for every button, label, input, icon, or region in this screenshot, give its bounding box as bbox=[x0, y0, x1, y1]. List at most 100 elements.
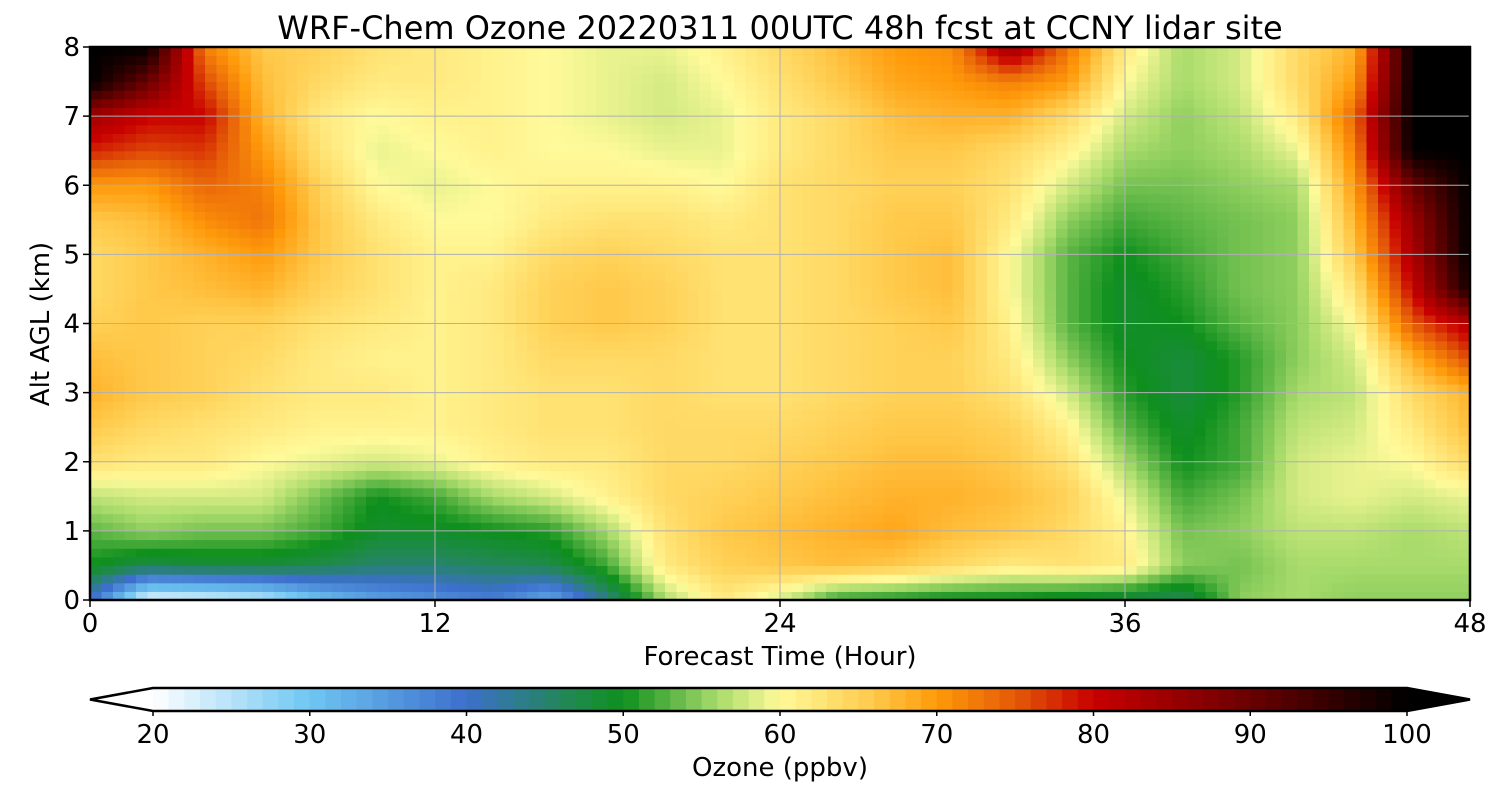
heatmap-cell bbox=[653, 366, 666, 376]
heatmap-cell bbox=[481, 288, 494, 299]
heatmap-cell bbox=[596, 574, 609, 584]
heatmap-cell bbox=[205, 418, 218, 428]
heatmap-cell bbox=[1263, 539, 1276, 549]
heatmap-cell bbox=[952, 539, 965, 549]
heatmap-cell bbox=[1263, 401, 1276, 411]
heatmap-cell bbox=[1010, 461, 1023, 471]
heatmap-cell bbox=[550, 522, 563, 532]
heatmap-cell bbox=[446, 479, 459, 489]
heatmap-cell bbox=[446, 306, 459, 316]
heatmap-cell bbox=[1274, 444, 1287, 454]
heatmap-cell bbox=[803, 263, 816, 273]
heatmap-cell bbox=[458, 444, 471, 454]
heatmap-cell bbox=[320, 375, 333, 385]
heatmap-cell bbox=[136, 522, 149, 532]
heatmap-cell bbox=[1044, 461, 1057, 471]
heatmap-cell bbox=[1217, 479, 1230, 489]
heatmap-cell bbox=[90, 280, 103, 290]
heatmap-cell bbox=[849, 496, 862, 506]
heatmap-cell bbox=[262, 513, 275, 523]
heatmap-cell bbox=[297, 358, 310, 368]
heatmap-cell bbox=[757, 332, 770, 342]
heatmap-cell bbox=[1320, 288, 1333, 299]
heatmap-cell bbox=[791, 487, 804, 497]
heatmap-cell bbox=[377, 470, 390, 480]
heatmap-cell bbox=[216, 487, 229, 497]
heatmap-cell bbox=[1309, 496, 1322, 506]
heatmap-cell bbox=[1286, 288, 1299, 299]
heatmap-cell bbox=[412, 513, 425, 523]
heatmap-cell bbox=[1251, 504, 1264, 515]
heatmap-cell bbox=[1366, 409, 1379, 420]
heatmap-cell bbox=[665, 591, 678, 600]
heatmap-cell bbox=[1125, 271, 1138, 281]
heatmap-cell bbox=[975, 513, 988, 523]
heatmap-cell bbox=[159, 418, 172, 428]
heatmap-cell bbox=[918, 271, 931, 281]
heatmap-cell bbox=[308, 530, 321, 541]
heatmap-cell bbox=[1194, 470, 1207, 480]
heatmap-cell bbox=[906, 453, 919, 463]
heatmap-cell bbox=[1021, 263, 1034, 273]
heatmap-cell bbox=[872, 271, 885, 281]
heatmap-cell bbox=[814, 340, 827, 351]
heatmap-cell bbox=[1217, 349, 1230, 359]
heatmap-cell bbox=[1102, 565, 1115, 575]
heatmap-cell bbox=[481, 383, 494, 394]
heatmap-cell bbox=[1125, 479, 1138, 489]
heatmap-cell bbox=[780, 254, 793, 264]
heatmap-cell bbox=[446, 366, 459, 376]
heatmap-cell bbox=[1309, 556, 1322, 567]
heatmap-cell bbox=[1194, 565, 1207, 575]
heatmap-cell bbox=[596, 306, 609, 316]
heatmap-cell bbox=[504, 530, 517, 541]
heatmap-cell bbox=[1125, 349, 1138, 359]
heatmap-cell bbox=[251, 435, 264, 446]
heatmap-cell bbox=[814, 470, 827, 480]
heatmap-cell bbox=[630, 479, 643, 489]
heatmap-cell bbox=[124, 332, 137, 342]
heatmap-cell bbox=[975, 263, 988, 273]
heatmap-cell bbox=[1171, 383, 1184, 394]
heatmap-cell bbox=[239, 332, 252, 342]
heatmap-cell bbox=[389, 487, 402, 497]
heatmap-cell bbox=[699, 530, 712, 541]
heatmap-cell bbox=[906, 435, 919, 446]
heatmap-cell bbox=[389, 366, 402, 376]
heatmap-cell bbox=[481, 513, 494, 523]
heatmap-cell bbox=[1240, 280, 1253, 290]
heatmap-cell bbox=[596, 504, 609, 515]
heatmap-cell bbox=[1182, 539, 1195, 549]
heatmap-cell bbox=[515, 366, 528, 376]
heatmap-cell bbox=[826, 427, 839, 437]
heatmap-cell bbox=[147, 496, 160, 506]
heatmap-cell bbox=[550, 306, 563, 316]
heatmap-cell bbox=[941, 332, 954, 342]
heatmap-cell bbox=[561, 556, 574, 567]
heatmap-cell bbox=[1412, 366, 1425, 376]
heatmap-cell bbox=[814, 401, 827, 411]
heatmap-cell bbox=[1067, 496, 1080, 506]
heatmap-cell bbox=[1033, 522, 1046, 532]
heatmap-cell bbox=[366, 392, 379, 402]
heatmap-cell bbox=[285, 314, 298, 325]
heatmap-cell bbox=[469, 453, 482, 463]
heatmap-cell bbox=[814, 271, 827, 281]
heatmap-cell bbox=[596, 245, 609, 255]
heatmap-cell bbox=[412, 548, 425, 558]
heatmap-cell bbox=[607, 340, 620, 351]
heatmap-cell bbox=[515, 479, 528, 489]
heatmap-cell bbox=[343, 340, 356, 351]
heatmap-cell bbox=[1424, 574, 1437, 584]
heatmap-cell bbox=[1343, 496, 1356, 506]
heatmap-cell bbox=[170, 254, 183, 264]
heatmap-cell bbox=[170, 392, 183, 402]
heatmap-cell bbox=[1125, 306, 1138, 316]
heatmap-cell bbox=[251, 392, 264, 402]
heatmap-cell bbox=[1205, 392, 1218, 402]
heatmap-cell bbox=[1136, 548, 1149, 558]
heatmap-cell bbox=[826, 358, 839, 368]
heatmap-cell bbox=[251, 323, 264, 333]
heatmap-cell bbox=[607, 280, 620, 290]
heatmap-cell bbox=[239, 349, 252, 359]
